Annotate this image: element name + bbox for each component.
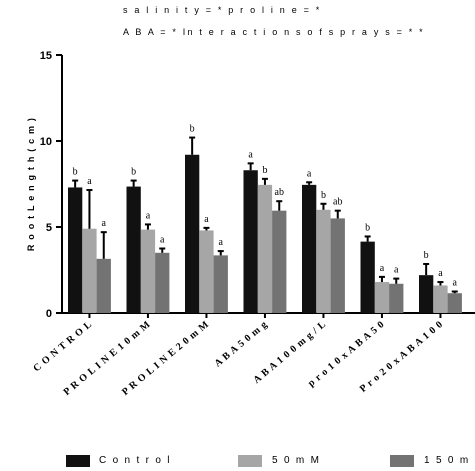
y-tick-label: 10 <box>40 136 52 148</box>
legend-swatch-150mm <box>390 455 414 467</box>
significance-label: ab <box>333 197 342 208</box>
y-tick-label: 5 <box>46 222 52 234</box>
significance-label: b <box>190 124 195 135</box>
legend-label-150mm: 1 5 0 m M <box>424 455 475 466</box>
x-tick-label: C O N T R O L <box>31 319 94 374</box>
legend-swatch-50mm <box>238 455 262 467</box>
bar <box>243 170 258 313</box>
bar <box>447 293 462 313</box>
bar <box>360 241 375 313</box>
significance-label: a <box>438 268 443 279</box>
bar <box>213 255 228 313</box>
bar <box>68 187 83 313</box>
y-tick-label: 15 <box>40 50 52 62</box>
bar <box>302 184 317 313</box>
significance-label: a <box>160 235 165 246</box>
significance-label: b <box>321 190 326 201</box>
significance-label: a <box>394 265 399 276</box>
y-axis-label: R o o t L e n g t h ( c m ) <box>26 117 36 251</box>
x-tick-label: A B A 5 0 m g <box>213 319 270 370</box>
significance-label: b <box>262 165 267 176</box>
legend-label-50mm: 5 0 m M <box>272 455 321 466</box>
significance-label: b <box>424 250 429 261</box>
bar <box>185 154 200 313</box>
bar <box>96 258 111 313</box>
significance-line-1: s a l i n i t y = * p r o l i n e = * <box>123 5 322 15</box>
significance-label: a <box>87 176 92 187</box>
bar <box>330 218 345 313</box>
bar <box>155 252 170 313</box>
significance-label: a <box>219 237 224 248</box>
bar <box>419 275 434 313</box>
bar <box>257 184 273 313</box>
bar <box>82 228 97 313</box>
significance-label: b <box>131 167 136 178</box>
significance-label: a <box>307 168 312 179</box>
significance-line-2: A B A = * In t e r a c t i o n s o f s p… <box>123 27 425 37</box>
significance-label: a <box>102 218 107 229</box>
legend-label-control: C o n t r o l <box>99 455 172 466</box>
y-tick-label: 0 <box>46 308 52 320</box>
significance-label: a <box>453 278 458 289</box>
bar <box>316 209 331 313</box>
significance-label: a <box>380 263 385 274</box>
bar <box>389 283 404 313</box>
bar <box>433 285 448 313</box>
significance-label: a <box>248 149 253 160</box>
bar <box>272 210 287 313</box>
significance-label: b <box>365 222 370 233</box>
bar <box>199 230 214 313</box>
significance-label: ab <box>275 187 284 198</box>
significance-label: a <box>204 214 209 225</box>
significance-label: a <box>146 210 151 221</box>
significance-label: b <box>73 167 78 178</box>
bar <box>374 282 390 313</box>
bar <box>126 186 141 313</box>
legend-swatch-control <box>66 455 90 467</box>
bar <box>140 229 156 313</box>
